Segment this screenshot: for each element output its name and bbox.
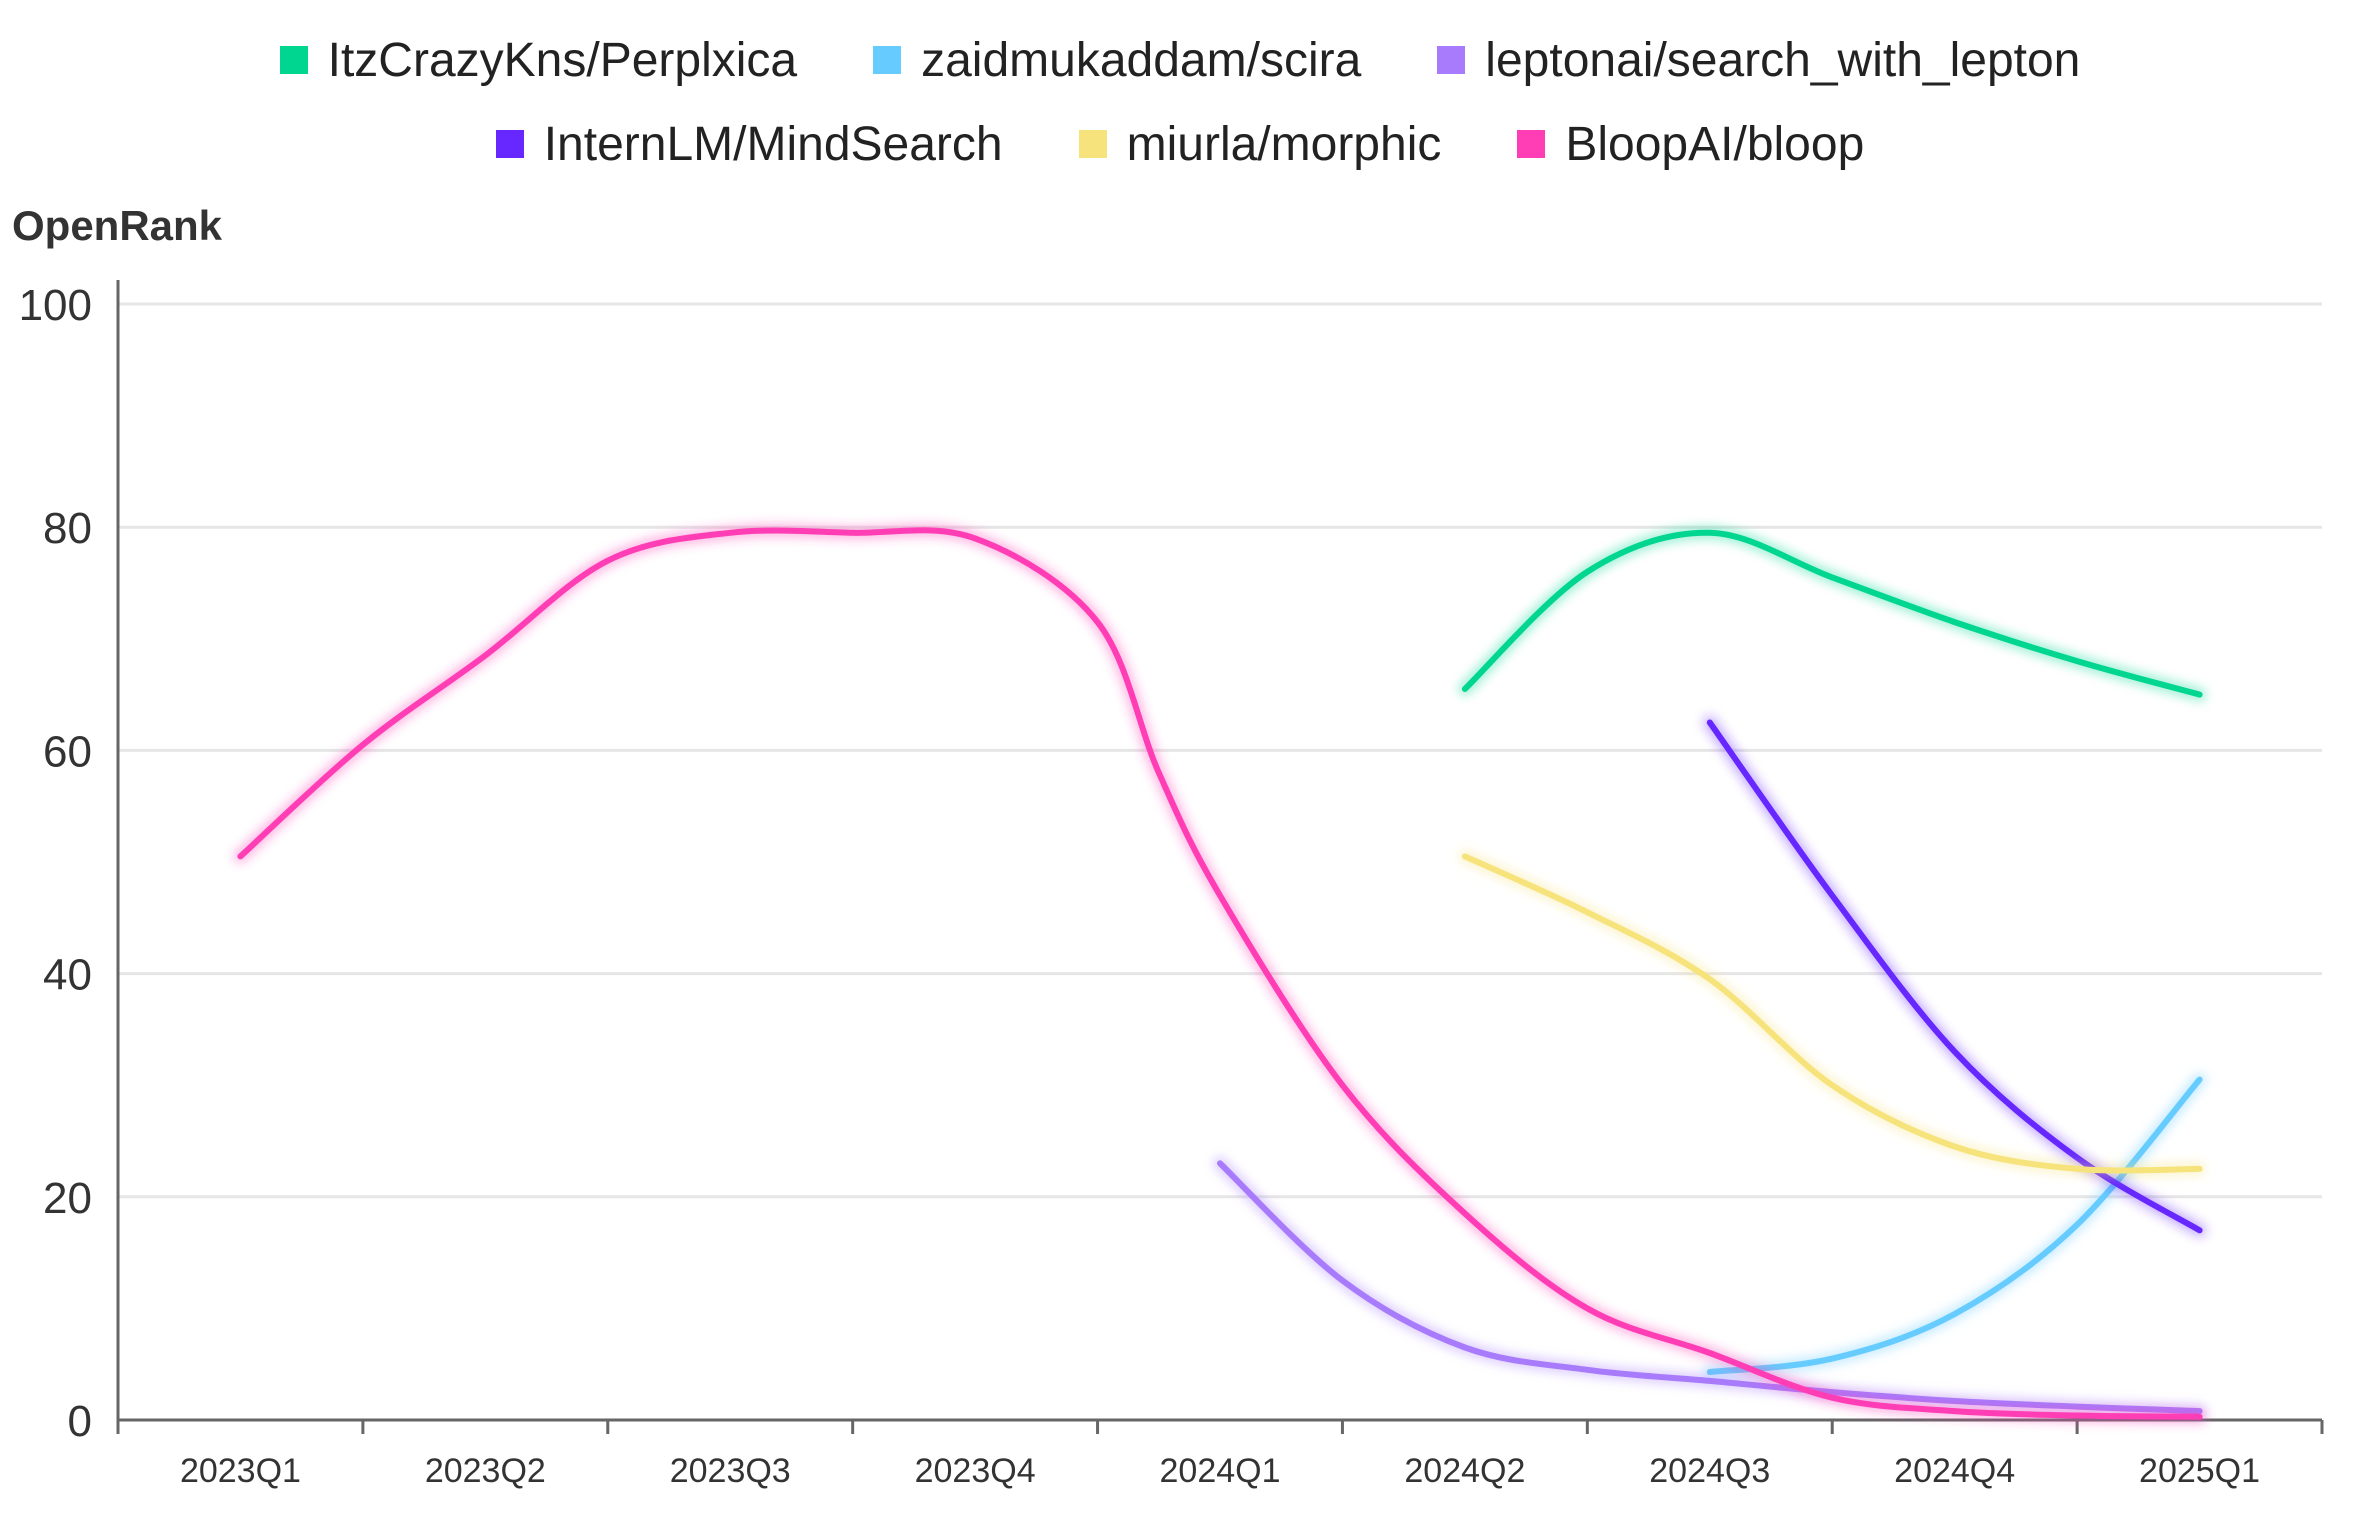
x-tick-label: 2024Q1 (1160, 1452, 1281, 1490)
y-axis-label: OpenRank (12, 202, 223, 249)
series-glow (1457, 525, 2207, 702)
series-path (1706, 719, 2203, 1234)
legend-swatch (873, 46, 902, 74)
series-line-6 (233, 523, 2207, 1424)
series-line-2 (1702, 1072, 2207, 1379)
legend-label: ItzCrazyKns/Perplxica (327, 33, 798, 87)
x-tick-label: 2024Q3 (1649, 1452, 1770, 1490)
series (233, 523, 2207, 1424)
x-tick-label: 2024Q2 (1404, 1452, 1525, 1490)
series-glow (1213, 1156, 2207, 1419)
chart-legend: ItzCrazyKns/Perplxica zaidmukaddam/scira… (0, 18, 2360, 186)
legend-row-1: ItzCrazyKns/Perplxica zaidmukaddam/scira… (0, 18, 2360, 102)
series-line-5 (1457, 849, 2207, 1178)
x-tick-label: 2024Q4 (1894, 1452, 2015, 1490)
y-tick-label: 100 (19, 281, 92, 330)
axes: 0 20 40 60 80 100 2023Q1 2023Q2 2023Q3 2023Q4 2024… (19, 280, 2324, 1490)
legend-swatch (1517, 130, 1546, 158)
legend-label: zaidmukaddam/scira (921, 33, 1362, 87)
legend-label: InternLM/MindSearch (543, 117, 1003, 171)
legend-item-perplxica[interactable]: ItzCrazyKns/Perplxica (279, 33, 798, 88)
series-path (1461, 529, 2203, 698)
series-line-4 (1702, 715, 2207, 1238)
y-tick-label: 40 (43, 951, 92, 1000)
x-tick-label: 2023Q3 (670, 1452, 791, 1490)
y-tick-label: 20 (43, 1174, 92, 1223)
series-glow (1702, 715, 2207, 1238)
legend-swatch (495, 130, 524, 158)
series-glow (1702, 1072, 2207, 1379)
legend-swatch (279, 46, 308, 74)
x-tick-label: 2025Q1 (2139, 1452, 2260, 1490)
legend-item-bloop[interactable]: BloopAI/bloop (1517, 117, 1864, 172)
legend-swatch (1437, 46, 1466, 74)
series-path (1461, 853, 2203, 1174)
legend-label: BloopAI/bloop (1565, 117, 1865, 171)
x-tick-label: 2023Q2 (425, 1452, 546, 1490)
x-tick-label: 2023Q4 (915, 1452, 1036, 1490)
series-line-1 (1457, 525, 2207, 702)
y-tick-label: 60 (43, 727, 92, 776)
legend-item-morphic[interactable]: miurla/morphic (1078, 117, 1442, 172)
series-path (1217, 1160, 2203, 1415)
grid (118, 302, 2322, 1199)
legend-row-2: InternLM/MindSearch miurla/morphic Bloop… (0, 102, 2360, 186)
legend-label: miurla/morphic (1126, 117, 1442, 171)
series-line-3 (1213, 1156, 2207, 1419)
legend-label: leptonai/search_with_lepton (1485, 33, 2081, 87)
series-path (1706, 1076, 2203, 1375)
series-path (237, 527, 2203, 1420)
y-tick-label: 80 (43, 504, 92, 553)
legend-item-mindsearch[interactable]: InternLM/MindSearch (495, 117, 1003, 172)
legend-item-lepton[interactable]: leptonai/search_with_lepton (1437, 33, 2080, 88)
legend-swatch (1078, 130, 1107, 158)
legend-item-scira[interactable]: zaidmukaddam/scira (873, 33, 1361, 88)
x-tick-label: 2023Q1 (180, 1452, 301, 1490)
y-tick-label: 0 (68, 1397, 92, 1446)
